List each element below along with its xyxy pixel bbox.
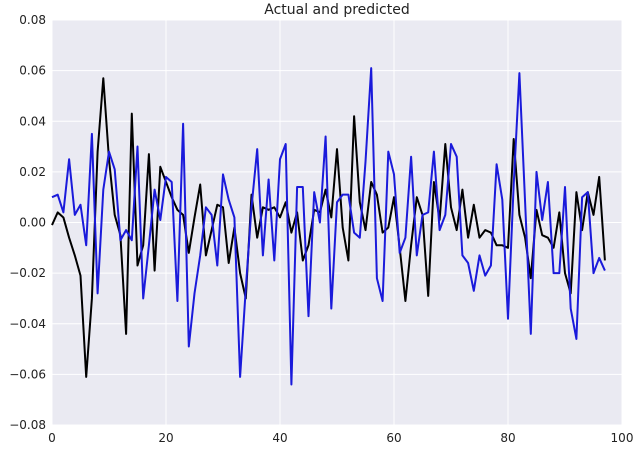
y-tick-label: −0.04 <box>9 317 46 331</box>
y-tick-label: 0.04 <box>19 114 46 128</box>
x-tick-label: 100 <box>611 431 634 445</box>
series-line-2 <box>51 67 606 386</box>
grid <box>51 19 623 426</box>
chart-title: Actual and predicted <box>264 2 410 18</box>
x-tick-label: 20 <box>158 431 173 445</box>
series-layer <box>51 67 606 386</box>
x-tick-label: 0 <box>48 431 56 445</box>
y-tick-label: 0.08 <box>19 13 46 27</box>
x-tick-label: 80 <box>500 431 515 445</box>
y-tick-label: −0.06 <box>9 367 46 381</box>
y-tick-label: 0.02 <box>19 165 46 179</box>
y-tick-label: −0.02 <box>9 266 46 280</box>
y-tick-label: 0.00 <box>19 216 46 230</box>
y-tick-label: −0.08 <box>9 418 46 432</box>
tick-labels: 0 20 40 60 80 100 0.08 0.06 0.04 0.02 0.00 −0.02 −0.… <box>9 13 633 445</box>
x-tick-label: 60 <box>386 431 401 445</box>
y-tick-label: 0.06 <box>19 64 46 78</box>
x-tick-label: 40 <box>272 431 287 445</box>
